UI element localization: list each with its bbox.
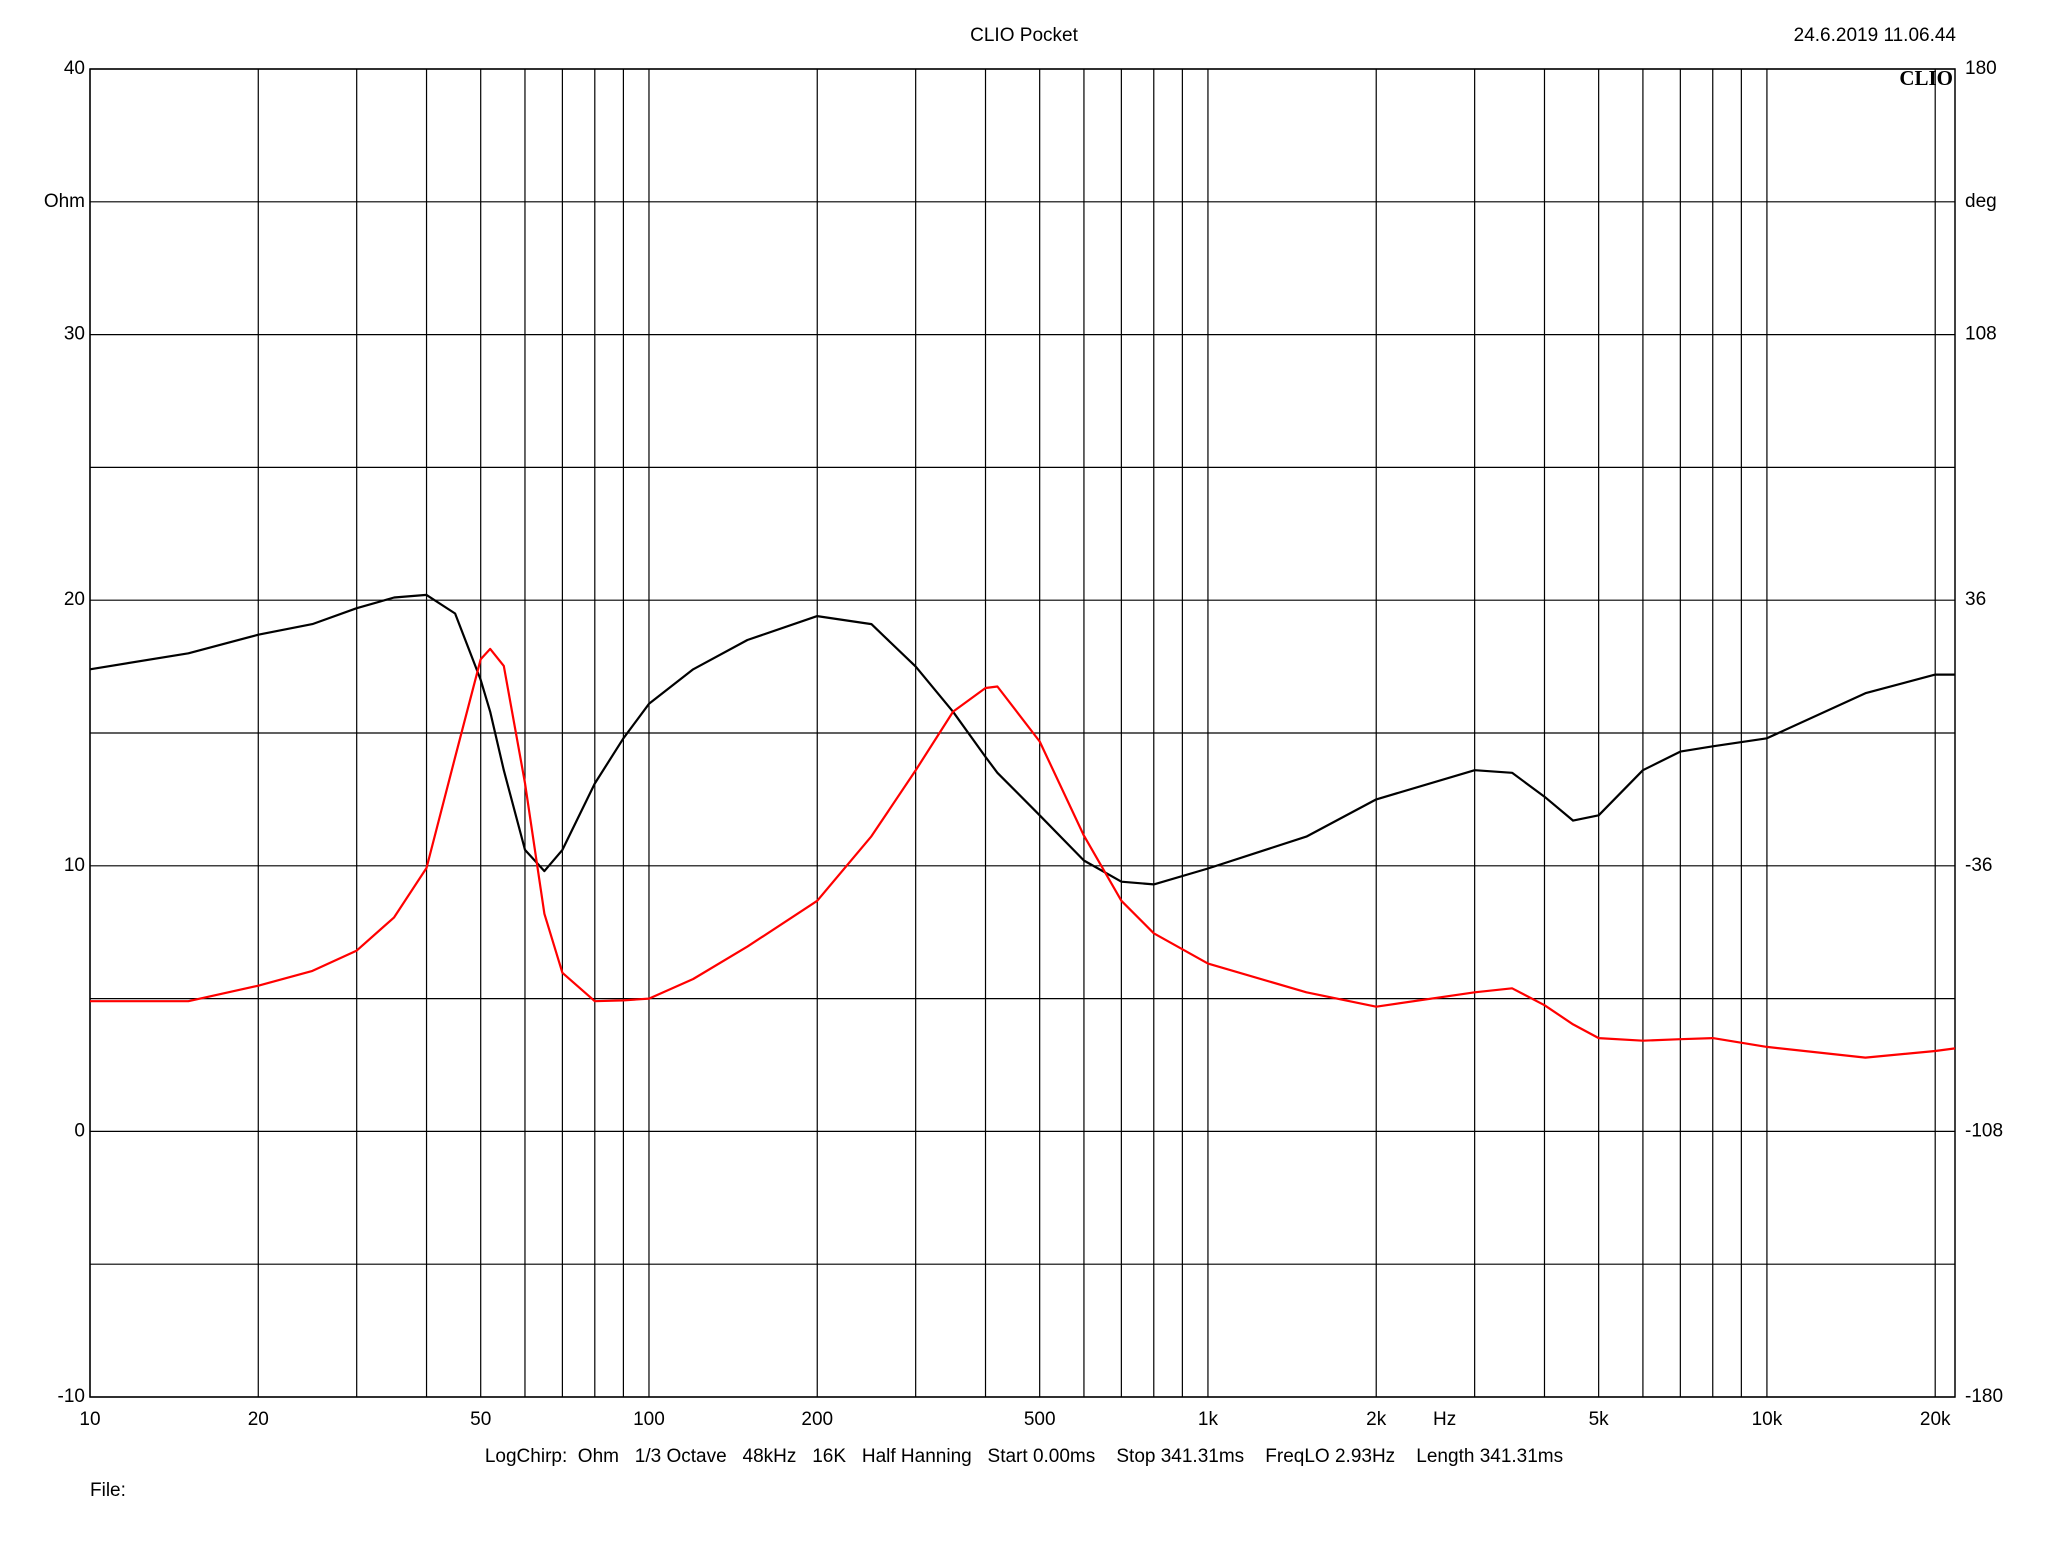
y-tick-label: 10 [64,855,85,876]
x-tick-label: 100 [633,1409,665,1430]
y2-tick-label: -180 [1965,1386,2003,1407]
chart-title: CLIO Pocket [970,25,1078,46]
x-tick-label: 500 [1024,1409,1056,1430]
y2-tick-label: -36 [1965,855,1992,876]
x-tick-label: 200 [801,1409,833,1430]
y-tick-label: 0 [74,1120,85,1141]
series-line [90,647,1956,1059]
logo: CLIO [1899,66,1953,90]
y2-axis-title: deg [1965,191,1997,212]
x-tick-label: 2k [1366,1409,1387,1430]
y2-tick-label: 108 [1965,324,1997,345]
y-tick-label: 40 [64,58,85,79]
x-tick-label: 5k [1589,1409,1610,1430]
footer: LogChirp: Ohm 1/3 Octave 48kHz 16K Half … [485,1446,1563,1467]
x-tick-label: 10 [79,1409,100,1430]
y-tick-label: 20 [64,589,85,610]
timestamp: 24.6.2019 11.06.44 [1794,25,1957,46]
y2-tick-label: -108 [1965,1120,2003,1141]
y2-tick-label: 36 [1965,589,1986,610]
y-tick-label: 30 [64,324,85,345]
x-tick-label: 50 [470,1409,491,1430]
y-axis-title: Ohm [44,191,85,212]
y2-tick-label: 180 [1965,58,1997,79]
plot-frame [89,68,1956,1398]
x-axis-title: Hz [1433,1409,1456,1430]
file-label: File: [90,1480,126,1501]
y-tick-label: -10 [58,1386,85,1407]
x-tick-label: 10k [1752,1409,1783,1430]
x-tick-label: 20k [1920,1409,1951,1430]
series-line [89,593,1955,886]
x-tick-label: 1k [1198,1409,1219,1430]
x-tick-label: 20 [248,1409,269,1430]
